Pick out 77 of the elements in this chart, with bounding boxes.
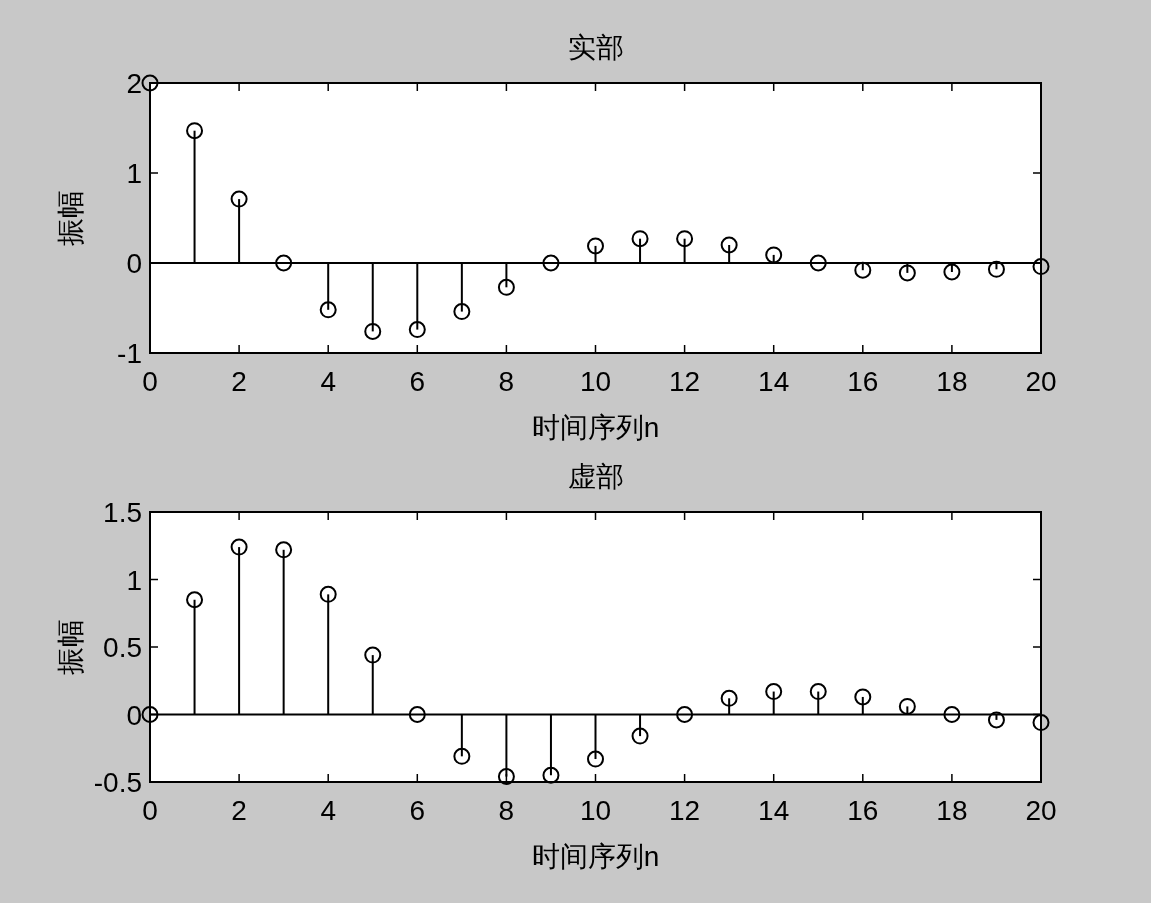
y-tick-label: -1 [117, 338, 142, 369]
point [319, 585, 337, 603]
chart-title: 虚部 [567, 461, 624, 492]
y-tick-label: 0.5 [103, 632, 142, 663]
point [587, 750, 604, 768]
y-tick-label: 0 [126, 248, 142, 279]
point [141, 74, 159, 92]
point [497, 768, 515, 786]
point [542, 254, 560, 272]
point [542, 766, 560, 784]
x-tick-label: 14 [758, 795, 790, 826]
point [230, 190, 248, 208]
point [720, 689, 738, 707]
x-tick-label: 10 [579, 795, 612, 826]
x-tick-label: 4 [320, 795, 336, 826]
point [765, 683, 783, 701]
x-tick-label: 8 [498, 795, 515, 826]
y-tick-label: 1 [126, 564, 142, 596]
x-tick-label: 12 [669, 366, 701, 397]
point [1032, 714, 1050, 732]
point [587, 237, 604, 255]
point [987, 711, 1005, 729]
point [453, 303, 471, 321]
point [987, 260, 1005, 278]
point [453, 747, 471, 765]
point [141, 706, 159, 723]
x-tick-label: 18 [936, 795, 968, 826]
point [898, 697, 916, 715]
x-tick-label: 16 [847, 795, 879, 826]
x-axis-title: 时间序列n [531, 412, 660, 443]
point [319, 301, 337, 319]
point [765, 246, 783, 264]
point [1032, 258, 1050, 276]
point [186, 122, 204, 140]
x-axis-title: 时间序列n [531, 841, 660, 872]
x-tick-label: 8 [498, 366, 515, 397]
point [676, 230, 694, 248]
point [854, 688, 872, 706]
y-tick-label: 0 [126, 699, 142, 731]
x-tick-label: 6 [409, 795, 426, 826]
point [809, 254, 827, 272]
point [275, 254, 293, 272]
point [364, 646, 382, 664]
y-tick-label: 1.5 [103, 497, 142, 528]
point [631, 230, 649, 248]
point [408, 706, 426, 723]
point [676, 706, 694, 723]
x-tick-label: 4 [320, 366, 336, 397]
x-tick-label: 18 [936, 366, 968, 397]
x-tick-label: 14 [758, 366, 790, 397]
x-tick-label: 6 [409, 366, 426, 397]
point [854, 261, 872, 279]
x-tick-label: 12 [669, 795, 701, 826]
x-tick-label: 10 [579, 366, 612, 397]
x-tick-label: 20 [1025, 366, 1057, 397]
point [943, 263, 961, 281]
y-tick-label: 2 [126, 68, 142, 99]
chart-title: 实部 [567, 32, 624, 63]
x-tick-label: 2 [231, 366, 247, 397]
x-tick-label: 16 [847, 366, 879, 397]
y-tick-label: -0.5 [93, 767, 142, 798]
point [275, 541, 293, 559]
x-tick-label: 2 [231, 795, 247, 826]
point [497, 278, 515, 296]
point [809, 683, 827, 701]
y-tick-label: 1 [126, 158, 142, 189]
x-tick-label: 20 [1025, 795, 1057, 826]
point [943, 706, 961, 723]
point [230, 538, 248, 556]
y-axis-title: 振幅 [55, 619, 86, 675]
point [898, 264, 916, 282]
point [408, 321, 426, 339]
point [364, 322, 382, 340]
point [631, 727, 649, 745]
point [186, 591, 204, 609]
point [720, 236, 738, 254]
y-axis-title: 振幅 [55, 190, 86, 246]
